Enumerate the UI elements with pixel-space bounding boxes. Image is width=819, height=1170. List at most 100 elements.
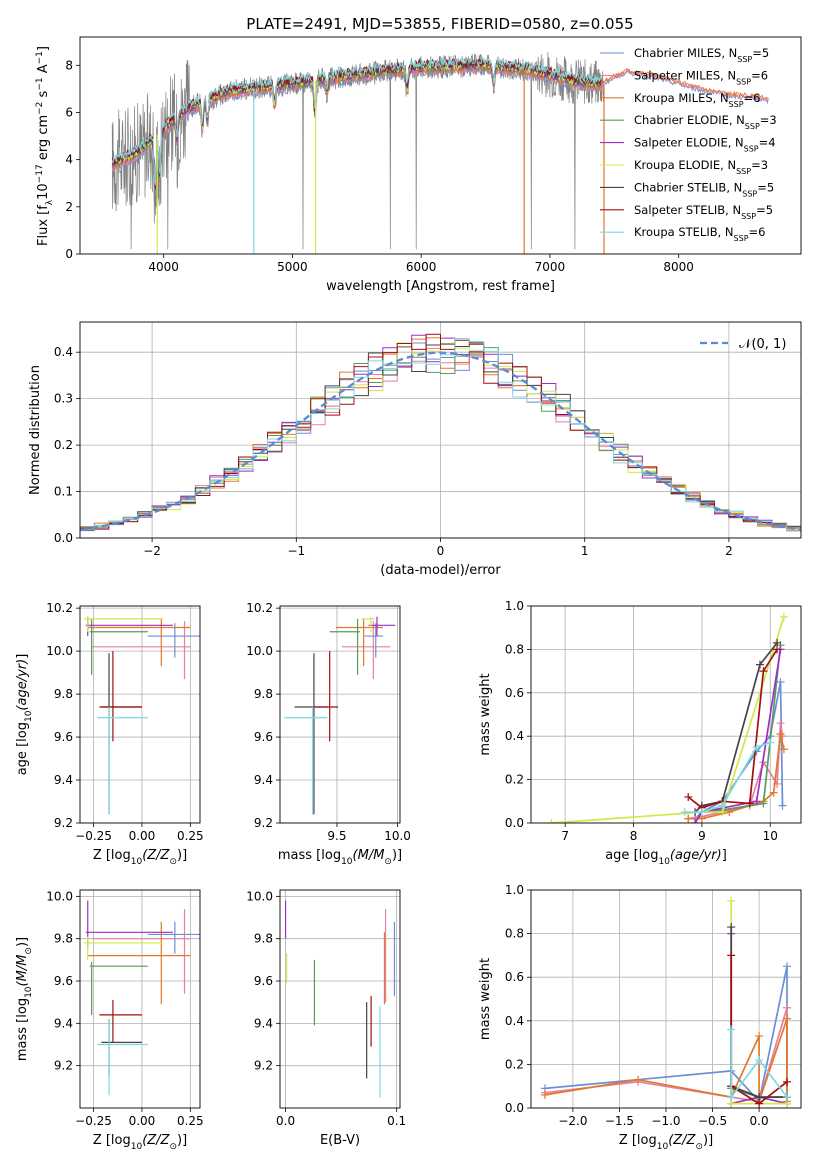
x-tick-label: 9.5 — [327, 829, 346, 843]
y-tick-label: 9.6 — [54, 974, 73, 988]
x-tick-label: −1 — [287, 544, 305, 558]
panel-4: 9.5 10.0 9.2 9.4 9.6 9.8 10.0 10.2 mass [log10(M… — [246, 601, 411, 867]
y-tick-label: 10.0 — [46, 889, 73, 903]
plus-marker — [755, 1099, 764, 1108]
plot-area — [80, 890, 200, 1108]
y-tick-label: 8 — [65, 58, 73, 72]
model-spectrum-kroupa_stelib — [111, 55, 602, 186]
plus-marker — [680, 808, 689, 817]
y-tick-label: 0.2 — [505, 1057, 524, 1071]
legend-entry: Chabrier ELODIE, NSSP=3 — [634, 113, 777, 131]
x-axis-label: age [log10(age/yr)] — [605, 848, 727, 867]
legend-entry: Kroupa ELODIE, NSSP=3 — [634, 158, 768, 176]
y-tick-label: 9.4 — [54, 773, 73, 787]
axes-frame — [79, 321, 802, 539]
x-tick-label: 7000 — [535, 260, 566, 274]
x-tick-label: −0.5 — [698, 1114, 727, 1128]
plus-marker — [759, 799, 768, 808]
x-tick-label: −0.25 — [75, 1114, 112, 1128]
x-tick-label: 0 — [437, 544, 445, 558]
plus-marker — [755, 1056, 764, 1065]
plus-marker — [727, 923, 736, 932]
y-tick-label: 10.0 — [246, 644, 273, 658]
y-axis-label: Flux [fλ10−17 erg cm−2 s−1 A−1] — [35, 46, 55, 246]
plus-marker — [776, 719, 785, 728]
axes-frame — [279, 605, 401, 824]
y-tick-label: 0.3 — [54, 392, 73, 406]
y-axis-label: mass weight — [478, 673, 493, 755]
legend-entry: Salpeter ELODIE, NSSP=4 — [634, 136, 776, 154]
axes-frame — [79, 36, 802, 255]
plot-area — [80, 606, 200, 823]
x-tick-label: −0.25 — [75, 829, 112, 843]
axes-frame — [530, 605, 802, 824]
y-tick-label: 9.2 — [54, 816, 73, 830]
x-axis-label: (data-model)/error — [380, 563, 501, 578]
plus-marker — [783, 1003, 792, 1012]
y-tick-label: 0.8 — [505, 642, 524, 656]
panel-5: 7 8 9 10 0.0 0.2 0.4 0.6 0.8 1.0 age [log10(age/yr… — [478, 599, 802, 867]
plot-area — [280, 606, 400, 823]
y-tick-label: 9.4 — [54, 1016, 73, 1030]
plus-marker — [755, 1032, 764, 1041]
legend-entry: 𝒩(0, 1) — [739, 337, 786, 352]
y-tick-label: 9.4 — [254, 1016, 273, 1030]
plus-marker — [773, 645, 782, 654]
y-tick-label: 9.8 — [54, 687, 73, 701]
model-spectrum-salpeter_miles — [111, 63, 769, 191]
observed-spectrum — [111, 52, 605, 250]
plus-marker — [727, 1093, 736, 1102]
plus-marker — [779, 745, 788, 754]
x-tick-label: 0.25 — [177, 829, 204, 843]
plus-marker — [684, 792, 693, 801]
y-axis-label: mass [log10(M/M⊙)] — [15, 937, 34, 1061]
plus-marker — [540, 1090, 549, 1099]
x-tick-label: 0.00 — [129, 1114, 156, 1128]
x-tick-label: 7 — [561, 829, 569, 843]
mass-weight-line-salpeter_elodie — [694, 649, 782, 823]
y-axis-label: mass weight — [478, 958, 493, 1040]
y-tick-label: 9.6 — [254, 974, 273, 988]
plus-marker — [727, 1025, 736, 1034]
legend-entry: Kroupa STELIB, NSSP=6 — [634, 225, 765, 243]
x-tick-label: 1 — [581, 544, 589, 558]
x-axis-label: wavelength [Angstrom, rest frame] — [326, 279, 555, 294]
plus-marker — [697, 808, 706, 817]
chart-title: PLATE=2491, MJD=53855, FIBERID=0580, z=0… — [246, 15, 633, 33]
y-tick-label: 4 — [65, 153, 73, 167]
x-axis-label: Z [log10(Z/Z⊙)] — [93, 848, 187, 867]
plot-area — [531, 890, 801, 1108]
y-tick-label: 9.8 — [54, 932, 73, 946]
x-tick-label: 4000 — [148, 260, 179, 274]
plus-marker — [778, 801, 787, 810]
x-tick-label: 0.0 — [750, 1114, 769, 1128]
y-tick-label: 6 — [65, 105, 73, 119]
x-tick-label: 8 — [630, 829, 638, 843]
x-tick-label: −2.0 — [558, 1114, 587, 1128]
x-tick-label: 6000 — [406, 260, 437, 274]
plus-marker — [745, 799, 754, 808]
x-tick-label: 0.0 — [276, 1114, 295, 1128]
axes-frame — [530, 889, 802, 1109]
y-tick-label: 0.2 — [54, 438, 73, 452]
x-tick-label: 0.00 — [129, 829, 156, 843]
y-axis-label: age [log10(age/yr)] — [15, 654, 34, 776]
x-axis-label: E(B-V) — [320, 1133, 360, 1148]
plus-marker — [752, 797, 761, 806]
y-tick-label: 0.6 — [505, 686, 524, 700]
plus-marker — [684, 814, 693, 823]
legend-entry: Chabrier MILES, NSSP=5 — [634, 46, 769, 64]
y-tick-label: 0.1 — [54, 485, 73, 499]
residual-histogram-kroupa_stelib — [80, 338, 801, 534]
y-tick-label: 9.8 — [254, 687, 273, 701]
y-tick-label: 1.0 — [505, 883, 524, 897]
panel-6: −0.25 0.00 0.25 9.2 9.4 9.6 9.8 10.0 Z [log10(Z/… — [15, 889, 204, 1152]
x-tick-label: 9 — [698, 829, 706, 843]
y-tick-label: 0.0 — [505, 1101, 524, 1115]
x-tick-label: 0.25 — [177, 1114, 204, 1128]
panel-8: −2.0 −1.5 −1.0 −0.5 0.0 0.0 0.2 0.4 0.6 0.8 1.0 Z [… — [478, 883, 802, 1152]
plus-marker — [783, 962, 792, 971]
plus-marker — [727, 896, 736, 905]
y-tick-label: 9.2 — [254, 816, 273, 830]
